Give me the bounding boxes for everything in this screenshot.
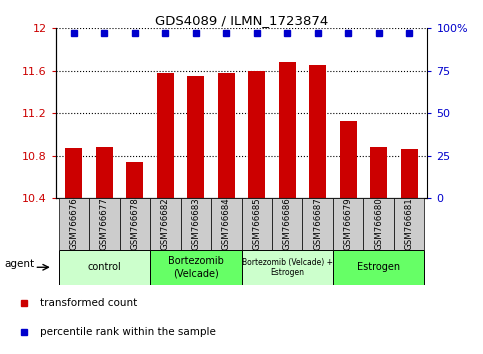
Bar bbox=[157, 73, 174, 198]
Title: GDS4089 / ILMN_1723874: GDS4089 / ILMN_1723874 bbox=[155, 14, 328, 27]
Bar bbox=[120, 198, 150, 250]
Bar bbox=[96, 147, 113, 198]
Text: GSM766685: GSM766685 bbox=[252, 198, 261, 250]
Text: GSM766683: GSM766683 bbox=[191, 198, 200, 250]
Bar bbox=[340, 121, 356, 198]
Bar bbox=[66, 148, 82, 198]
Bar bbox=[89, 198, 120, 250]
Bar bbox=[150, 250, 242, 285]
Bar bbox=[370, 147, 387, 198]
Bar bbox=[363, 198, 394, 250]
Text: Bortezomib (Velcade) +
Estrogen: Bortezomib (Velcade) + Estrogen bbox=[242, 258, 333, 277]
Bar bbox=[272, 198, 302, 250]
Text: GSM766682: GSM766682 bbox=[161, 198, 170, 250]
Bar bbox=[248, 71, 265, 198]
Text: GSM766677: GSM766677 bbox=[100, 198, 109, 250]
Bar bbox=[242, 250, 333, 285]
Bar bbox=[181, 198, 211, 250]
Text: control: control bbox=[87, 262, 121, 272]
Text: GSM766680: GSM766680 bbox=[374, 198, 383, 250]
Bar bbox=[218, 73, 235, 198]
Bar bbox=[150, 198, 181, 250]
Text: Estrogen: Estrogen bbox=[357, 262, 400, 272]
Text: transformed count: transformed count bbox=[40, 298, 137, 308]
Text: GSM766684: GSM766684 bbox=[222, 198, 231, 250]
Text: Bortezomib
(Velcade): Bortezomib (Velcade) bbox=[168, 256, 224, 278]
Bar bbox=[279, 62, 296, 198]
Bar bbox=[211, 198, 242, 250]
Text: agent: agent bbox=[4, 259, 35, 269]
Bar bbox=[401, 149, 417, 198]
Bar bbox=[58, 250, 150, 285]
Bar bbox=[333, 198, 363, 250]
Bar bbox=[127, 162, 143, 198]
Text: percentile rank within the sample: percentile rank within the sample bbox=[40, 327, 216, 337]
Bar bbox=[309, 65, 326, 198]
Bar bbox=[333, 250, 425, 285]
Text: GSM766681: GSM766681 bbox=[405, 198, 413, 250]
Bar bbox=[187, 76, 204, 198]
Text: GSM766679: GSM766679 bbox=[344, 198, 353, 250]
Text: GSM766687: GSM766687 bbox=[313, 198, 322, 250]
Bar bbox=[302, 198, 333, 250]
Text: GSM766678: GSM766678 bbox=[130, 198, 139, 250]
Bar bbox=[394, 198, 425, 250]
Text: GSM766686: GSM766686 bbox=[283, 198, 292, 250]
Text: GSM766676: GSM766676 bbox=[70, 198, 78, 250]
Bar bbox=[242, 198, 272, 250]
Bar bbox=[58, 198, 89, 250]
